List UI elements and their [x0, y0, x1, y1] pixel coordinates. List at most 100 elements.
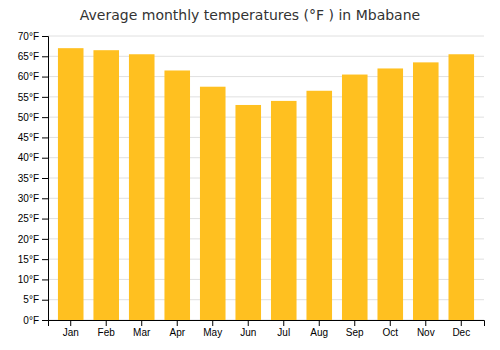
x-tick-mark — [141, 320, 142, 326]
y-tick: 0°F — [23, 315, 48, 326]
x-axis-line — [49, 321, 485, 327]
y-tick: 25°F — [18, 213, 48, 224]
y-tick-label: 10°F — [18, 274, 39, 285]
y-tick: 40°F — [18, 152, 48, 163]
y-tick-label: 35°F — [18, 173, 39, 184]
y-tick-mark — [42, 137, 48, 138]
x-tick-mark — [106, 320, 107, 326]
y-tick: 65°F — [18, 51, 48, 62]
y-tick: 50°F — [18, 112, 48, 123]
y-axis-line — [42, 37, 49, 321]
x-tick-label: Mar — [133, 327, 151, 338]
y-tick-label: 30°F — [18, 193, 39, 204]
y-tick-label: 55°F — [18, 92, 39, 103]
x-tick-mark — [390, 320, 391, 326]
grid — [48, 36, 484, 320]
y-tick: 70°F — [18, 31, 48, 42]
y-tick-label: 15°F — [18, 254, 39, 265]
y-tick-label: 45°F — [18, 132, 39, 143]
y-tick-label: 65°F — [18, 51, 39, 62]
x-tick: Oct — [382, 320, 398, 338]
y-tick-label: 70°F — [18, 31, 39, 42]
bar — [93, 50, 119, 320]
x-tick-label: May — [203, 327, 222, 338]
bar — [200, 87, 226, 320]
y-tick: 55°F — [18, 92, 48, 103]
x-tick-mark — [212, 320, 213, 326]
y-tick-mark — [42, 178, 48, 179]
y-tick-label: 60°F — [18, 71, 39, 82]
x-tick: Jun — [240, 320, 256, 338]
y-tick-mark — [42, 117, 48, 118]
bars — [58, 48, 474, 320]
x-tick-label: Jan — [63, 327, 79, 338]
y-tick-mark — [42, 300, 48, 301]
bar — [164, 70, 190, 320]
x-tick-label: Oct — [382, 327, 398, 338]
y-tick-mark — [42, 56, 48, 57]
x-tick-mark — [283, 320, 284, 326]
y-axis: 0°F 5°F 10°F 15°F 20°F 25°F 30°F 35°F 40°F 45°F 50… — [18, 31, 49, 326]
title: Average monthly temperatures (°F ) in Mb… — [80, 7, 420, 23]
y-tick-label: 50°F — [18, 112, 39, 123]
bar — [413, 62, 439, 320]
x-tick-mark — [248, 320, 249, 326]
y-tick-mark — [42, 259, 48, 260]
bar — [306, 91, 332, 320]
x-tick-mark — [319, 320, 320, 326]
bar — [271, 101, 297, 320]
grid-line — [48, 36, 484, 37]
x-tick-label: Feb — [98, 327, 116, 338]
x-tick-label: Aug — [310, 327, 328, 338]
x-tick-mark — [70, 320, 71, 326]
x-tick: Jan — [63, 320, 79, 338]
y-tick-label: 20°F — [18, 234, 39, 245]
x-tick-label: Nov — [417, 327, 435, 338]
x-tick: May — [203, 320, 222, 338]
y-tick: 10°F — [18, 274, 48, 285]
y-tick-label: 40°F — [18, 152, 39, 163]
x-tick: Jul — [277, 320, 290, 338]
chart: 0°F 5°F 10°F 15°F 20°F 25°F 30°F 35°F 40°F 45°F 50… — [0, 0, 500, 350]
x-tick-label: Jun — [240, 327, 256, 338]
bar — [58, 48, 84, 320]
y-tick: 45°F — [18, 132, 48, 143]
x-tick-label: Sep — [346, 327, 364, 338]
x-tick: Nov — [417, 320, 435, 338]
y-tick-mark — [42, 97, 48, 98]
x-tick-mark — [177, 320, 178, 326]
y-tick-mark — [42, 239, 48, 240]
y-tick-label: 0°F — [23, 315, 39, 326]
bar — [448, 54, 474, 320]
x-tick-mark — [354, 320, 355, 326]
y-tick-mark — [42, 320, 48, 321]
x-tick: Feb — [98, 320, 116, 338]
bar — [377, 68, 403, 320]
x-tick-label: Jul — [277, 327, 290, 338]
y-tick: 30°F — [18, 193, 48, 204]
y-tick: 5°F — [23, 294, 48, 305]
y-tick: 20°F — [18, 234, 48, 245]
y-tick-mark — [42, 219, 48, 220]
y-tick-mark — [42, 279, 48, 280]
x-tick: Mar — [133, 320, 151, 338]
plot: 0°F 5°F 10°F 15°F 20°F 25°F 30°F 35°F 40°F 45°F 50… — [18, 31, 485, 338]
x-tick-label: Apr — [169, 327, 185, 338]
bar — [235, 105, 261, 320]
bar — [342, 75, 368, 320]
y-tick-mark — [42, 77, 48, 78]
x-tick: Dec — [452, 320, 470, 338]
x-tick: Apr — [169, 320, 185, 338]
y-tick-mark — [42, 36, 48, 37]
x-tick-mark — [425, 320, 426, 326]
y-tick: 15°F — [18, 254, 48, 265]
y-tick-mark — [42, 158, 48, 159]
y-tick: 60°F — [18, 71, 48, 82]
y-tick-label: 5°F — [23, 294, 39, 305]
y-tick-mark — [42, 198, 48, 199]
x-tick: Sep — [346, 320, 364, 338]
x-tick-mark — [461, 320, 462, 326]
x-tick: Aug — [310, 320, 328, 338]
x-axis: Jan Feb Mar Apr May Jun Jul Aug Sep Oct Nov Dec — [49, 320, 485, 338]
y-tick: 35°F — [18, 173, 48, 184]
